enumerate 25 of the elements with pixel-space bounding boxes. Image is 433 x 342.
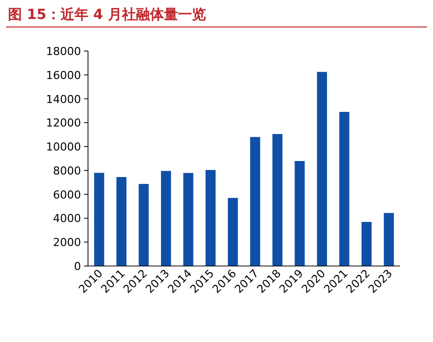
y-tick-label: 16000 [46, 68, 81, 82]
bar [116, 177, 126, 266]
bar [183, 172, 194, 266]
y-tick-label: 0 [74, 260, 81, 273]
y-tick-label: 8000 [53, 164, 81, 178]
bar [294, 161, 305, 266]
y-tick-label: 6000 [53, 188, 81, 202]
bar [362, 222, 372, 266]
y-tick-label: 2000 [53, 236, 81, 250]
y-tick-label: 12000 [46, 116, 81, 130]
bar [384, 212, 394, 266]
bar [339, 112, 350, 266]
bar [316, 72, 328, 266]
chart-title: 图 15：近年 4 月社融体量一览 [8, 6, 206, 23]
bar [272, 134, 282, 266]
bar [250, 137, 260, 266]
y-tick-label: 18000 [46, 45, 81, 58]
bar [206, 170, 216, 266]
bar [94, 172, 104, 266]
bar [228, 198, 238, 266]
y-tick-label: 4000 [53, 212, 81, 226]
bar [138, 184, 149, 266]
y-tick-label: 10000 [46, 140, 81, 154]
bar [160, 170, 172, 266]
y-tick-label: 14000 [46, 92, 81, 106]
